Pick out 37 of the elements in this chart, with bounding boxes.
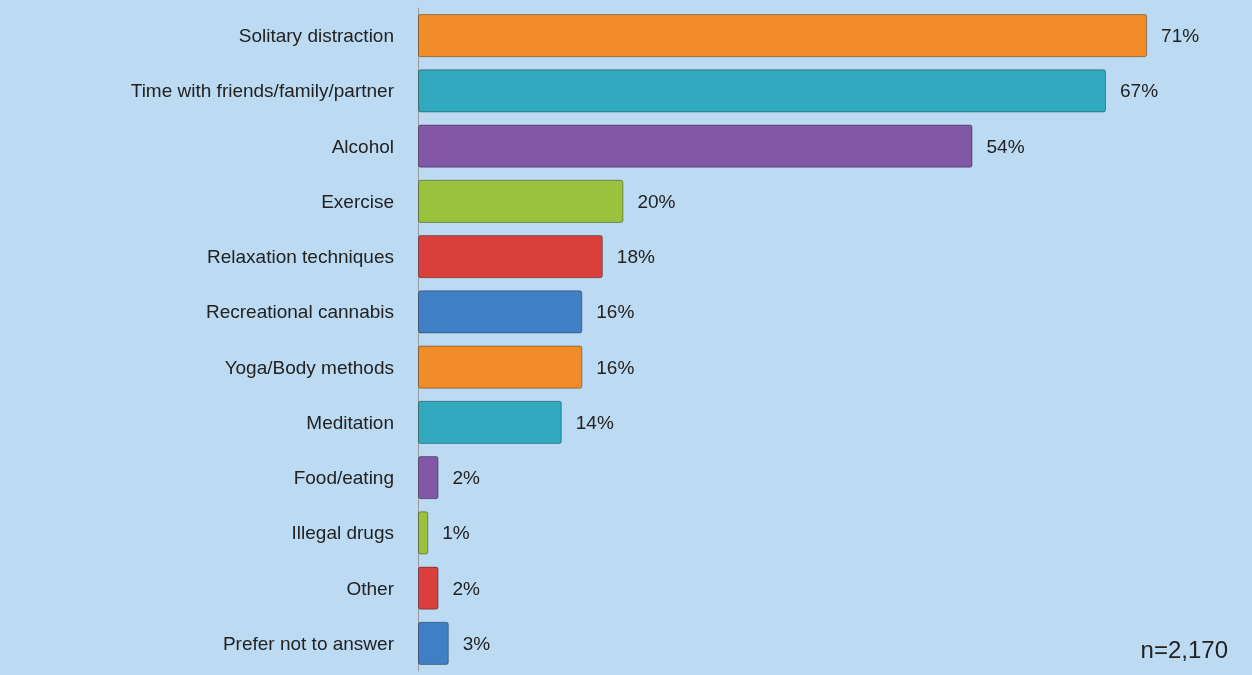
data-label: 16% xyxy=(596,301,635,323)
y-tick-label: Recreational cannabis xyxy=(205,301,394,323)
bar xyxy=(418,290,583,334)
data-label: 16% xyxy=(596,356,635,378)
y-tick-label: Exercise xyxy=(321,190,394,212)
data-label: 3% xyxy=(462,632,491,654)
bar xyxy=(418,621,449,665)
y-tick-label: Prefer not to answer xyxy=(222,632,395,654)
bar xyxy=(418,124,973,168)
data-label: 54% xyxy=(986,135,1025,157)
data-label: 18% xyxy=(616,246,655,268)
bar xyxy=(418,400,562,444)
bar xyxy=(418,179,624,223)
annotation: n=2,170 xyxy=(1140,635,1228,663)
data-label: 1% xyxy=(442,522,470,544)
bar xyxy=(418,345,583,389)
bar xyxy=(418,566,439,610)
y-tick-label: Other xyxy=(346,577,395,599)
data-label: 67% xyxy=(1120,80,1159,102)
y-tick-label: Food/eating xyxy=(293,467,394,489)
bar xyxy=(418,14,1148,58)
bar xyxy=(418,235,603,279)
bar xyxy=(418,511,429,555)
data-label: 2% xyxy=(452,577,481,599)
bar xyxy=(418,69,1107,113)
data-label: 71% xyxy=(1161,25,1200,47)
y-tick-label: Yoga/Body methods xyxy=(224,356,394,378)
data-label: 14% xyxy=(575,411,614,433)
y-tick-label: Relaxation techniques xyxy=(207,246,394,268)
y-tick-label: Illegal drugs xyxy=(291,522,394,544)
y-tick-label: Solitary distraction xyxy=(238,25,394,47)
bar xyxy=(418,456,439,500)
y-tick-label: Alcohol xyxy=(331,135,394,157)
y-tick-label: Time with friends/family/partner xyxy=(130,80,395,102)
data-label: 20% xyxy=(637,190,676,212)
y-tick-label: Meditation xyxy=(306,411,394,433)
data-label: 2% xyxy=(452,467,481,489)
